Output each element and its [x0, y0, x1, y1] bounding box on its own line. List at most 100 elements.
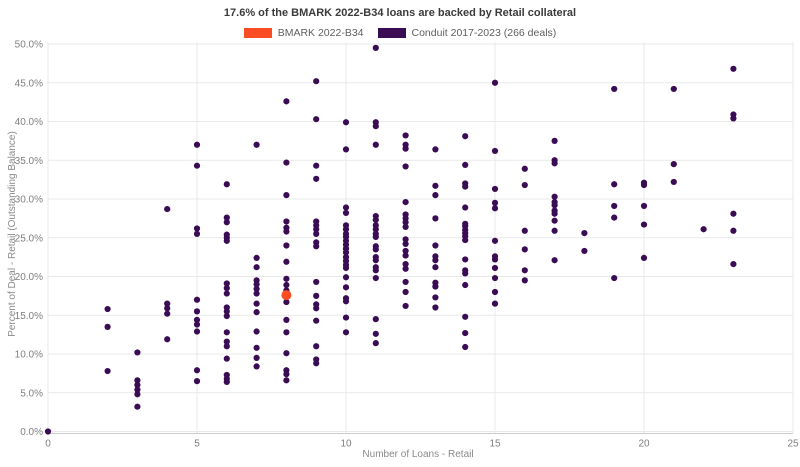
data-point-conduit[interactable] [313, 317, 320, 324]
data-point-conduit[interactable] [462, 183, 469, 190]
data-point-conduit[interactable] [491, 185, 499, 193]
data-point-conduit[interactable] [402, 132, 409, 139]
data-point-conduit[interactable] [372, 141, 379, 148]
data-point-conduit[interactable] [491, 256, 499, 263]
data-point-conduit[interactable] [462, 329, 469, 337]
data-point-conduit[interactable] [193, 367, 201, 374]
data-point-conduit[interactable] [372, 226, 379, 233]
data-point-conduit[interactable] [104, 323, 111, 330]
data-point-conduit[interactable] [253, 281, 260, 288]
data-point-conduit[interactable] [283, 192, 290, 199]
data-point-conduit[interactable] [372, 316, 379, 323]
data-point-conduit[interactable] [193, 321, 201, 328]
data-point-conduit[interactable] [402, 247, 409, 255]
data-point-conduit[interactable] [462, 133, 469, 140]
data-point-conduit[interactable] [491, 199, 499, 206]
data-point-conduit[interactable] [372, 216, 379, 224]
data-point-conduit[interactable] [432, 242, 439, 249]
data-point-conduit[interactable] [402, 278, 409, 286]
data-point-conduit[interactable] [521, 227, 528, 234]
data-point-conduit[interactable] [253, 264, 260, 271]
data-point-conduit[interactable] [223, 338, 230, 345]
data-point-conduit[interactable] [402, 236, 409, 243]
data-point-conduit[interactable] [193, 296, 201, 303]
data-point-conduit[interactable] [223, 308, 230, 315]
data-point-conduit[interactable] [402, 219, 409, 226]
data-point-conduit[interactable] [193, 316, 201, 323]
data-point-conduit[interactable] [551, 202, 558, 209]
data-point-conduit[interactable] [611, 202, 618, 210]
data-point-conduit[interactable] [283, 298, 290, 306]
data-point-conduit[interactable] [223, 280, 230, 287]
data-point-conduit[interactable] [223, 285, 230, 292]
data-point-conduit[interactable] [432, 215, 439, 222]
data-point-conduit[interactable] [134, 377, 141, 384]
data-point-conduit[interactable] [462, 161, 469, 168]
data-point-conduit[interactable] [134, 381, 141, 389]
data-point-conduit[interactable] [283, 228, 290, 235]
data-point-conduit[interactable] [253, 344, 260, 351]
data-point-conduit[interactable] [342, 284, 350, 291]
legend-item-conduit[interactable]: Conduit 2017-2023 (266 deals) [377, 27, 556, 39]
data-point-conduit[interactable] [670, 85, 677, 93]
data-point-conduit[interactable] [521, 246, 528, 253]
data-point-conduit[interactable] [521, 181, 528, 189]
data-point-conduit[interactable] [283, 98, 290, 105]
data-point-conduit[interactable] [253, 290, 260, 297]
data-point-conduit[interactable] [372, 257, 379, 264]
data-point-conduit[interactable] [491, 147, 499, 155]
data-point-conduit[interactable] [223, 378, 230, 385]
data-point-conduit[interactable] [611, 181, 618, 188]
data-point-conduit[interactable] [462, 270, 469, 277]
data-point-conduit[interactable] [432, 283, 439, 290]
data-point-conduit[interactable] [462, 313, 469, 320]
data-point-conduit[interactable] [342, 264, 350, 272]
data-point-conduit[interactable] [640, 221, 648, 228]
data-point-conduit[interactable] [402, 261, 409, 268]
data-point-conduit[interactable] [432, 146, 439, 153]
data-point-conduit[interactable] [342, 209, 350, 217]
data-point-conduit[interactable] [253, 254, 260, 261]
data-point-conduit[interactable] [551, 137, 558, 144]
data-point-conduit[interactable] [402, 240, 409, 248]
data-point-conduit[interactable] [313, 305, 320, 312]
data-point-conduit[interactable] [193, 230, 201, 237]
data-point-conduit[interactable] [581, 230, 588, 237]
data-point-conduit[interactable] [402, 288, 409, 296]
data-point-conduit[interactable] [134, 386, 141, 393]
data-point-conduit[interactable] [164, 310, 171, 317]
data-point-conduit[interactable] [491, 300, 499, 307]
data-point-conduit[interactable] [104, 367, 111, 375]
data-point-conduit[interactable] [491, 288, 499, 296]
data-point-conduit[interactable] [223, 214, 230, 221]
data-point-conduit[interactable] [491, 274, 499, 282]
data-point-conduit[interactable] [283, 371, 290, 378]
data-point-conduit[interactable] [372, 233, 379, 241]
data-point-conduit[interactable] [283, 275, 290, 282]
data-point-conduit[interactable] [730, 227, 737, 234]
data-point-conduit[interactable] [372, 340, 379, 347]
data-point-conduit[interactable] [283, 329, 290, 336]
data-point-conduit[interactable] [223, 237, 230, 244]
data-point-conduit[interactable] [313, 278, 320, 286]
data-point-conduit[interactable] [491, 237, 499, 244]
data-point-conduit[interactable] [313, 243, 320, 250]
data-point-conduit[interactable] [164, 336, 171, 343]
data-point-conduit[interactable] [372, 246, 379, 253]
data-point-conduit[interactable] [283, 316, 290, 323]
data-point-conduit[interactable] [402, 145, 409, 152]
data-point-conduit[interactable] [193, 225, 201, 232]
data-point-conduit[interactable] [640, 254, 648, 261]
data-point-conduit[interactable] [432, 182, 439, 189]
data-point-conduit[interactable] [372, 330, 379, 337]
data-point-conduit[interactable] [193, 328, 201, 335]
data-point-conduit[interactable] [402, 252, 409, 259]
data-point-conduit[interactable] [491, 79, 499, 86]
data-point-conduit[interactable] [491, 205, 499, 212]
data-point-conduit[interactable] [44, 428, 52, 435]
data-point-conduit[interactable] [313, 230, 320, 237]
data-point-conduit[interactable] [372, 123, 379, 130]
data-point-conduit[interactable] [402, 199, 409, 206]
data-point-conduit[interactable] [342, 314, 350, 321]
data-point-conduit[interactable] [313, 116, 320, 123]
